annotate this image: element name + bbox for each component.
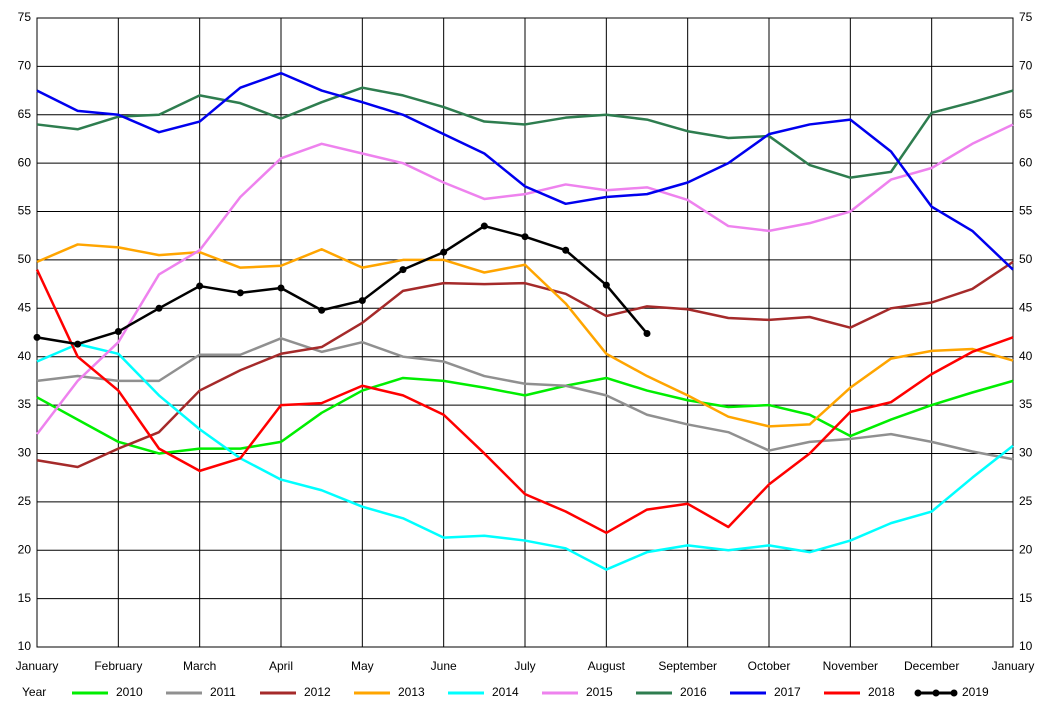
plot-frame: [36, 17, 1014, 648]
x-tick-label: April: [269, 659, 293, 673]
x-tick-label: January: [992, 659, 1035, 673]
legend-title: Year: [22, 685, 46, 699]
series-line: [36, 376, 1014, 455]
y2-tick-label: 15: [1019, 591, 1033, 605]
y-tick-label: 70: [18, 59, 32, 73]
y2-tick-label: 70: [1019, 59, 1033, 73]
series-line: [36, 243, 1014, 428]
y2-tick-label: 40: [1019, 349, 1033, 363]
legend-label: 2019: [962, 685, 989, 699]
x-tick-label: May: [351, 659, 374, 673]
y2-tick-label: 10: [1019, 639, 1033, 653]
legend-label: 2014: [492, 685, 519, 699]
series-marker: [33, 333, 41, 341]
legend-label: 2011: [210, 685, 236, 699]
y-tick-label: 30: [18, 446, 32, 460]
y-tick-label: 40: [18, 349, 32, 363]
legend-label: 2016: [680, 685, 707, 699]
series-line: [36, 337, 1014, 461]
y-tick-label: 15: [18, 591, 32, 605]
y2-tick-label: 35: [1019, 397, 1033, 411]
series-line: [36, 86, 1014, 179]
x-tick-label: February: [94, 659, 142, 673]
series-line: [36, 224, 648, 346]
y2-tick-label: 30: [1019, 446, 1033, 460]
x-tick-label: January: [16, 659, 59, 673]
y2-tick-label: 25: [1019, 494, 1033, 508]
series-marker: [74, 340, 82, 348]
series-marker: [440, 248, 448, 256]
series-marker: [114, 328, 122, 336]
legend-label: 2010: [116, 685, 143, 699]
legend-label: 2017: [774, 685, 801, 699]
series-marker: [399, 266, 407, 274]
x-tick-label: October: [748, 659, 791, 673]
series-line: [36, 71, 1014, 271]
x-tick-label: March: [183, 659, 216, 673]
y2-tick-label: 60: [1019, 155, 1033, 169]
legend-label: 2012: [304, 685, 331, 699]
y2-tick-label: 45: [1019, 300, 1033, 314]
y-tick-label: 25: [18, 494, 32, 508]
series-marker: [155, 304, 163, 312]
series-line: [36, 342, 1014, 571]
y-tick-label: 10: [18, 639, 32, 653]
series-line: [36, 260, 1014, 469]
series-marker: [318, 306, 326, 314]
series-marker: [480, 222, 488, 230]
y-tick-label: 55: [18, 204, 32, 218]
x-tick-label: November: [823, 659, 878, 673]
legend-marker: [950, 689, 958, 697]
y2-tick-label: 50: [1019, 252, 1033, 266]
legend-label: 2015: [586, 685, 613, 699]
y2-tick-label: 65: [1019, 107, 1033, 121]
legend-label: 2013: [398, 685, 425, 699]
legend-marker: [914, 689, 922, 697]
x-tick-label: July: [514, 659, 535, 673]
y2-tick-label: 55: [1019, 204, 1033, 218]
y-tick-label: 35: [18, 397, 32, 411]
series-line: [36, 123, 1014, 435]
legend-label: 2018: [868, 685, 895, 699]
y-tick-label: 20: [18, 542, 32, 556]
y-tick-label: 75: [18, 10, 32, 24]
series-marker: [277, 284, 285, 292]
y-tick-label: 50: [18, 252, 32, 266]
x-tick-label: September: [658, 659, 717, 673]
x-tick-label: December: [904, 659, 959, 673]
y2-tick-label: 75: [1019, 10, 1033, 24]
series-marker: [236, 289, 244, 297]
series-marker: [521, 233, 529, 241]
y-tick-label: 65: [18, 107, 32, 121]
series-marker: [562, 246, 570, 254]
x-tick-label: June: [431, 659, 457, 673]
series-marker: [358, 297, 366, 305]
series-marker: [196, 282, 204, 290]
legend-marker: [932, 689, 940, 697]
series-marker: [643, 329, 651, 337]
y-tick-label: 45: [18, 300, 32, 314]
y2-tick-label: 20: [1019, 542, 1033, 556]
x-tick-label: August: [588, 659, 626, 673]
y-tick-label: 60: [18, 155, 32, 169]
series-line: [35, 269, 1014, 535]
series-marker: [602, 281, 610, 289]
